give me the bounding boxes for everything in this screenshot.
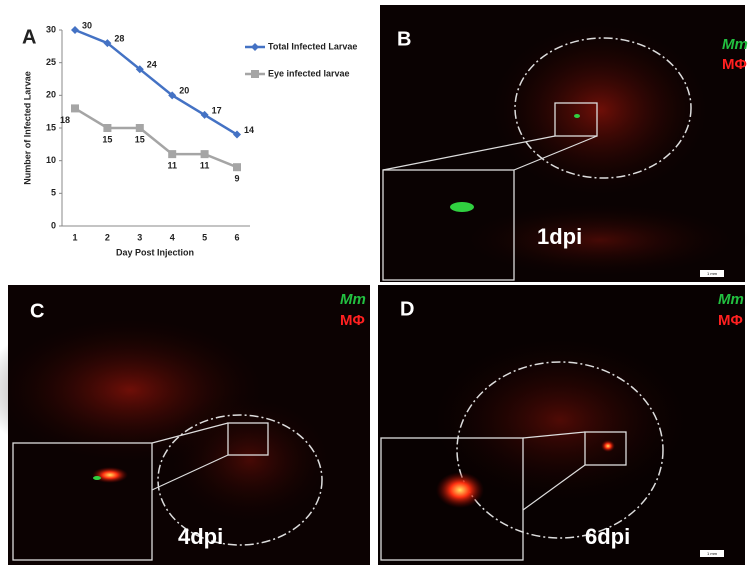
data-label: 28	[114, 33, 124, 43]
legend-mm: Mm	[340, 291, 366, 308]
panel-label: A	[22, 26, 36, 48]
glow	[450, 200, 750, 280]
legend-marker	[251, 43, 259, 51]
data-label: 15	[102, 134, 112, 144]
y-tick-label: 20	[46, 90, 56, 100]
marker	[200, 110, 209, 119]
series-line	[74, 107, 238, 169]
data-label: 9	[234, 174, 239, 184]
zoom-line	[513, 135, 598, 171]
y-tick-label: 25	[46, 57, 56, 67]
data-label: 11	[167, 161, 177, 171]
y-tick-label: 5	[51, 188, 56, 198]
scale-bar	[700, 550, 724, 557]
data-label: 17	[212, 105, 222, 115]
y-axis-label: Number of Infected Larvae	[22, 71, 32, 185]
cells	[436, 472, 484, 508]
legend-macrophage: MΦ	[722, 56, 747, 73]
marker	[103, 124, 112, 132]
y-tick-label: 30	[46, 24, 56, 34]
legend-mm: Mm	[722, 36, 748, 53]
eye-outline	[456, 361, 664, 539]
cells	[92, 467, 128, 483]
x-tick-label: 5	[202, 232, 207, 242]
zoom-box	[554, 102, 598, 137]
scale-label: 1 mm	[707, 271, 718, 276]
glow	[480, 15, 720, 205]
legend-mm: Mm	[718, 291, 744, 308]
y-tick-label: 10	[46, 155, 56, 165]
marker	[168, 91, 177, 100]
time-label: 1dpi	[537, 224, 582, 249]
panel-c: C Mm MΦ 4dpi	[0, 285, 370, 565]
legend-label: Eye infected larvae	[268, 68, 350, 78]
time-label: 6dpi	[585, 524, 630, 549]
glow	[160, 390, 340, 530]
zoom-box	[227, 422, 269, 456]
data-label: 24	[147, 60, 157, 70]
inset	[380, 437, 524, 561]
bacteria	[574, 114, 580, 118]
y-tick-label: 15	[46, 122, 56, 132]
legend-marker	[251, 70, 259, 78]
y-tick-label: 0	[51, 220, 56, 230]
marker	[233, 163, 241, 172]
data-label: 20	[179, 86, 189, 96]
marker	[135, 124, 144, 132]
marker	[135, 65, 144, 74]
x-tick-label: 2	[105, 232, 110, 242]
panel-label: C	[30, 300, 44, 322]
eye-outline	[514, 37, 692, 179]
zoom-line	[522, 431, 586, 439]
marker	[71, 26, 79, 34]
scale-label: 1 mm	[707, 551, 718, 556]
zoom-box	[584, 431, 627, 466]
marker	[168, 150, 177, 159]
data-label: 30	[82, 20, 92, 30]
zoom-line	[522, 464, 586, 511]
marker	[71, 104, 79, 113]
x-tick-label: 3	[137, 232, 142, 242]
zoom-line	[151, 422, 229, 444]
bacteria	[450, 202, 474, 212]
x-tick-label: 6	[234, 232, 239, 242]
legend-label: Total Infected Larvae	[268, 41, 357, 51]
data-label: 11	[200, 161, 210, 171]
x-axis-label: Day Post Injection	[116, 247, 194, 257]
legend-macrophage: MΦ	[718, 312, 743, 329]
panel-d: D Mm MΦ 6dpi 1 mm	[378, 285, 745, 565]
glow	[420, 330, 700, 510]
series-line	[74, 28, 238, 136]
panel-label: D	[400, 298, 414, 320]
eye-outline	[157, 414, 323, 546]
marker	[200, 150, 209, 159]
cells	[601, 440, 615, 452]
panel-b: B Mm MΦ 1dpi 1 mm	[380, 5, 750, 282]
zoom-line	[151, 454, 229, 491]
inset	[12, 442, 153, 561]
x-tick-label: 1	[72, 232, 77, 242]
data-label: 15	[135, 134, 145, 144]
legend-macrophage: MΦ	[340, 312, 365, 329]
x-tick-label: 4	[170, 232, 175, 242]
data-label: 14	[244, 125, 254, 135]
marker	[103, 39, 112, 48]
zoom-line	[382, 135, 556, 171]
time-label: 4dpi	[178, 524, 223, 549]
panel-label: B	[397, 28, 411, 50]
bacteria	[93, 476, 101, 480]
inset	[382, 169, 515, 281]
marker	[233, 130, 241, 139]
chart: A Day Post Injection Number of Infected …	[22, 20, 357, 257]
scale-bar	[700, 270, 724, 277]
data-label: 18	[60, 115, 70, 125]
